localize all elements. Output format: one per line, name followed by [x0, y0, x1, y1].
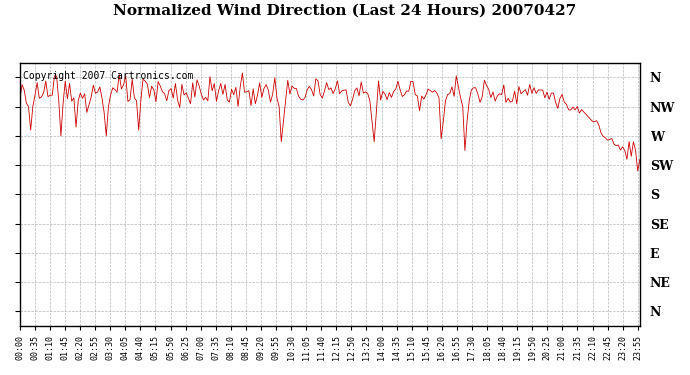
Text: Normalized Wind Direction (Last 24 Hours) 20070427: Normalized Wind Direction (Last 24 Hours… — [113, 4, 577, 18]
Text: Copyright 2007 Cartronics.com: Copyright 2007 Cartronics.com — [23, 70, 193, 81]
